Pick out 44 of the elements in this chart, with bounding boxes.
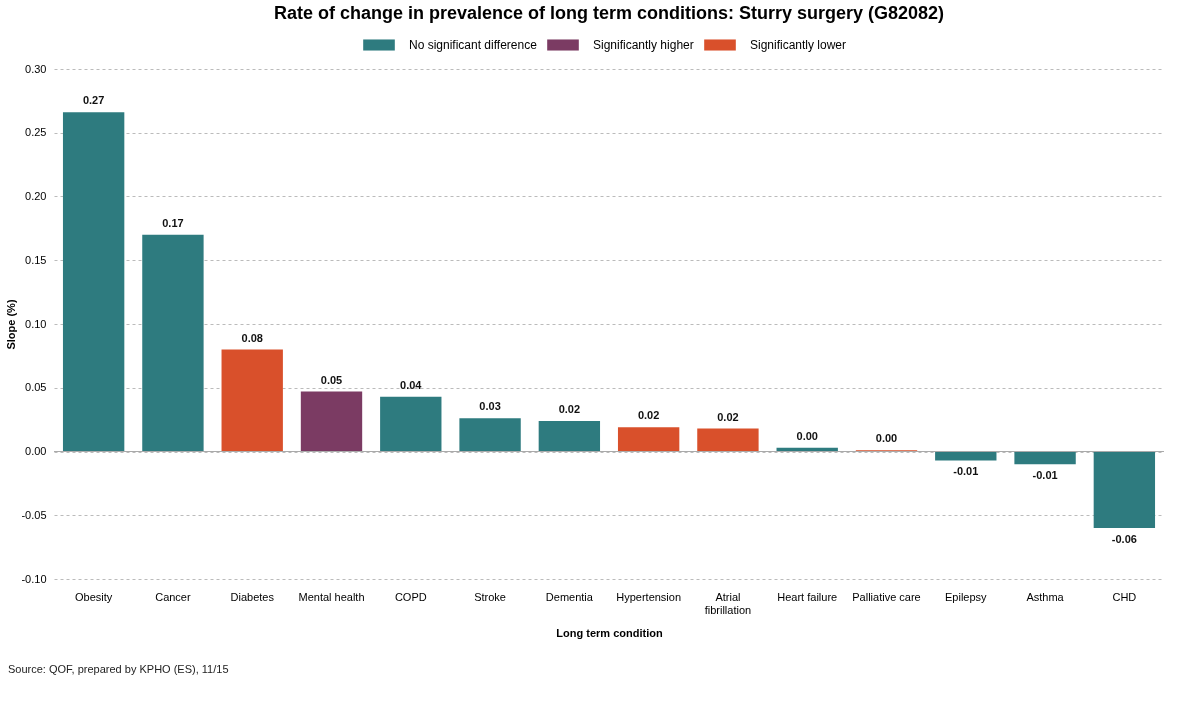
- data-label: -0.06: [1111, 533, 1137, 545]
- y-tick-label: -0.05: [21, 508, 47, 521]
- data-label: 0.08: [241, 331, 263, 344]
- x-tick-label: Palliative care: [852, 590, 921, 603]
- data-label: 0.00: [796, 429, 818, 442]
- data-label: 0.02: [558, 402, 581, 415]
- x-tick-label: Obesity: [74, 590, 113, 603]
- x-tick-label: Cancer: [155, 590, 191, 603]
- y-tick-label: 0.10: [25, 317, 47, 330]
- legend-label: Significantly higher: [593, 38, 694, 52]
- data-label: 0.04: [400, 378, 423, 391]
- data-label: -0.01: [1032, 469, 1058, 482]
- x-tick-label: Diabetes: [230, 590, 275, 603]
- x-tick-label: CHD: [1112, 590, 1137, 603]
- x-axis-title: Long term condition: [556, 626, 663, 639]
- y-tick-label: 0.25: [25, 126, 47, 139]
- data-label: 0.27: [82, 94, 105, 107]
- y-axis-title: Slope (%): [5, 299, 18, 350]
- legend-label: Significantly lower: [750, 38, 847, 52]
- data-label: -0.01: [953, 465, 979, 478]
- x-tick-label: Asthma: [1026, 590, 1065, 603]
- x-tick-label: Stroke: [474, 590, 506, 603]
- data-label: 0.02: [637, 409, 660, 422]
- y-tick-label: 0.20: [25, 190, 47, 202]
- source-note: Source: QOF, prepared by KPHO (ES), 11/15: [8, 663, 230, 675]
- data-label: 0.05: [320, 373, 343, 386]
- x-tick-label: Mental health: [298, 590, 365, 603]
- data-label: 0.17: [162, 216, 184, 229]
- x-tick-label: Epilepsy: [945, 590, 988, 603]
- data-label: 0.03: [479, 400, 501, 413]
- x-tick-label: Hypertension: [616, 590, 682, 603]
- data-label: 0.00: [875, 432, 898, 445]
- x-tick-label: Dementia: [545, 590, 594, 603]
- y-tick-label: 0.05: [25, 381, 47, 394]
- x-tick-label: Heart failure: [777, 590, 838, 603]
- x-tick-label: COPD: [394, 590, 427, 603]
- y-tick-label: -0.10: [21, 572, 47, 585]
- y-tick-label: 0.00: [25, 445, 47, 457]
- chart-title: Rate of change in prevalence of long term conditions: Sturry surgery (G82082): [273, 3, 945, 23]
- y-tick-label: 0.15: [25, 253, 47, 266]
- data-label: 0.02: [717, 410, 739, 423]
- x-tick-label: Atrial fibrillation: [704, 590, 752, 616]
- y-tick-label: 0.30: [25, 62, 47, 75]
- legend-label: No significant difference: [409, 38, 538, 52]
